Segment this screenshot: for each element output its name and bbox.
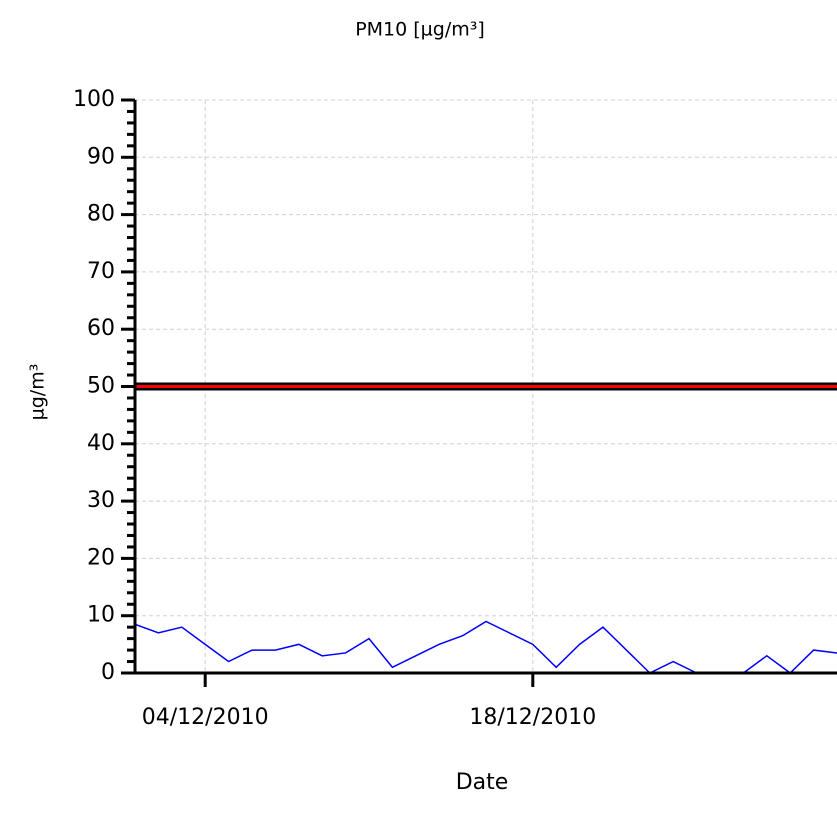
chart-title: PM10 [µg/m³] bbox=[355, 19, 485, 41]
y-tick-label: 50 bbox=[87, 374, 115, 399]
data-line bbox=[135, 620, 837, 674]
y-tick-label: 70 bbox=[87, 259, 115, 284]
y-tick-label: 0 bbox=[101, 660, 115, 685]
y-tick-label: 60 bbox=[87, 316, 115, 341]
y-tick-label: 100 bbox=[73, 87, 115, 112]
x-axis-label: Date bbox=[456, 770, 509, 795]
y-axis-label: µg/m³ bbox=[27, 364, 49, 421]
x-tick-label: 04/12/2010 bbox=[142, 705, 269, 730]
y-tick-label: 20 bbox=[87, 545, 115, 570]
y-tick-label: 30 bbox=[87, 488, 115, 513]
y-tick-label: 10 bbox=[87, 603, 115, 628]
y-tick-label: 40 bbox=[87, 431, 115, 456]
x-tick-label: 18/12/2010 bbox=[469, 705, 596, 730]
y-tick-label: 90 bbox=[87, 144, 115, 169]
y-tick-label: 80 bbox=[87, 202, 115, 227]
